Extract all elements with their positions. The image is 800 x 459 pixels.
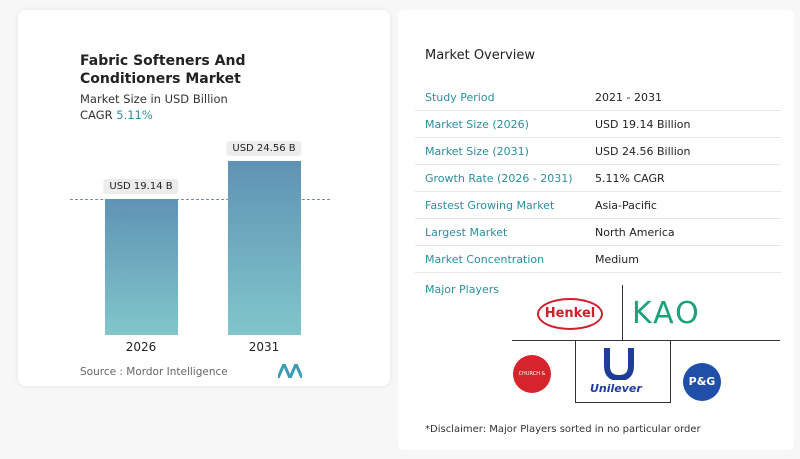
row-label: Market Size (2026) (425, 118, 529, 131)
divider (512, 340, 780, 341)
divider (575, 340, 671, 403)
logo-unilever: Unilever (590, 382, 642, 395)
value-label: USD 19.14 B (103, 179, 179, 195)
overview-row: Market Concentration Medium (415, 246, 781, 273)
logo-henkel: Henkel (537, 298, 603, 330)
x-tick-label: 2031 (248, 340, 280, 354)
row-value: USD 19.14 Billion (595, 118, 691, 131)
overview-row: Fastest Growing Market Asia-Pacific (415, 192, 781, 219)
value-label: USD 24.56 B (226, 141, 302, 156)
disclaimer: *Disclaimer: Major Players sorted in no … (425, 424, 701, 435)
plot: USD 19.14 B 2026 USD 24.56 B 2031 (70, 130, 330, 354)
row-label: Study Period (425, 91, 495, 104)
divider (622, 285, 623, 340)
chart-title: Fabric Softeners And Conditioners Market (80, 53, 246, 87)
source: Source : Mordor Intelligence (80, 366, 228, 378)
row-value: USD 24.56 Billion (595, 145, 691, 158)
row-label: Largest Market (425, 226, 508, 239)
overview-title: Market Overview (425, 48, 536, 63)
cagr-value: 5.11% (116, 108, 153, 122)
reference-line (70, 199, 330, 201)
row-value: North America (595, 226, 675, 239)
chart-card (18, 10, 390, 386)
overview-row: Market Size (2026) USD 19.14 Billion (415, 111, 781, 138)
row-label: Fastest Growing Market (425, 199, 555, 212)
logo-pg: P&G (683, 363, 721, 401)
row-label: Market Size (2031) (425, 145, 529, 158)
row-label: Market Concentration (425, 253, 545, 266)
bar (105, 199, 178, 335)
overview-row: Study Period 2021 - 2031 (415, 84, 781, 111)
row-value: 5.11% CAGR (595, 172, 665, 185)
row-value: Asia-Pacific (595, 199, 657, 212)
overview-card (398, 10, 794, 450)
bar (228, 161, 301, 335)
logo-kao: KAO (632, 296, 701, 331)
cagr: CAGR 5.11% (80, 108, 153, 122)
players-title: Major Players (425, 283, 499, 296)
logo-church-dwight: CHURCH & DWIGHT (513, 355, 551, 393)
row-value: Medium (595, 253, 639, 266)
overview-row: Growth Rate (2026 - 2031) 5.11% CAGR (415, 165, 781, 192)
chart-subtitle: Market Size in USD Billion (80, 92, 228, 106)
overview-row: Largest Market North America (415, 219, 781, 246)
row-value: 2021 - 2031 (595, 91, 662, 104)
brand-icon (278, 364, 302, 378)
x-tick-label: 2026 (125, 340, 157, 354)
cagr-label: CAGR (80, 108, 113, 122)
unilever-icon (604, 348, 634, 380)
overview-row: Market Size (2031) USD 24.56 Billion (415, 138, 781, 165)
row-label: Growth Rate (2026 - 2031) (425, 172, 573, 185)
